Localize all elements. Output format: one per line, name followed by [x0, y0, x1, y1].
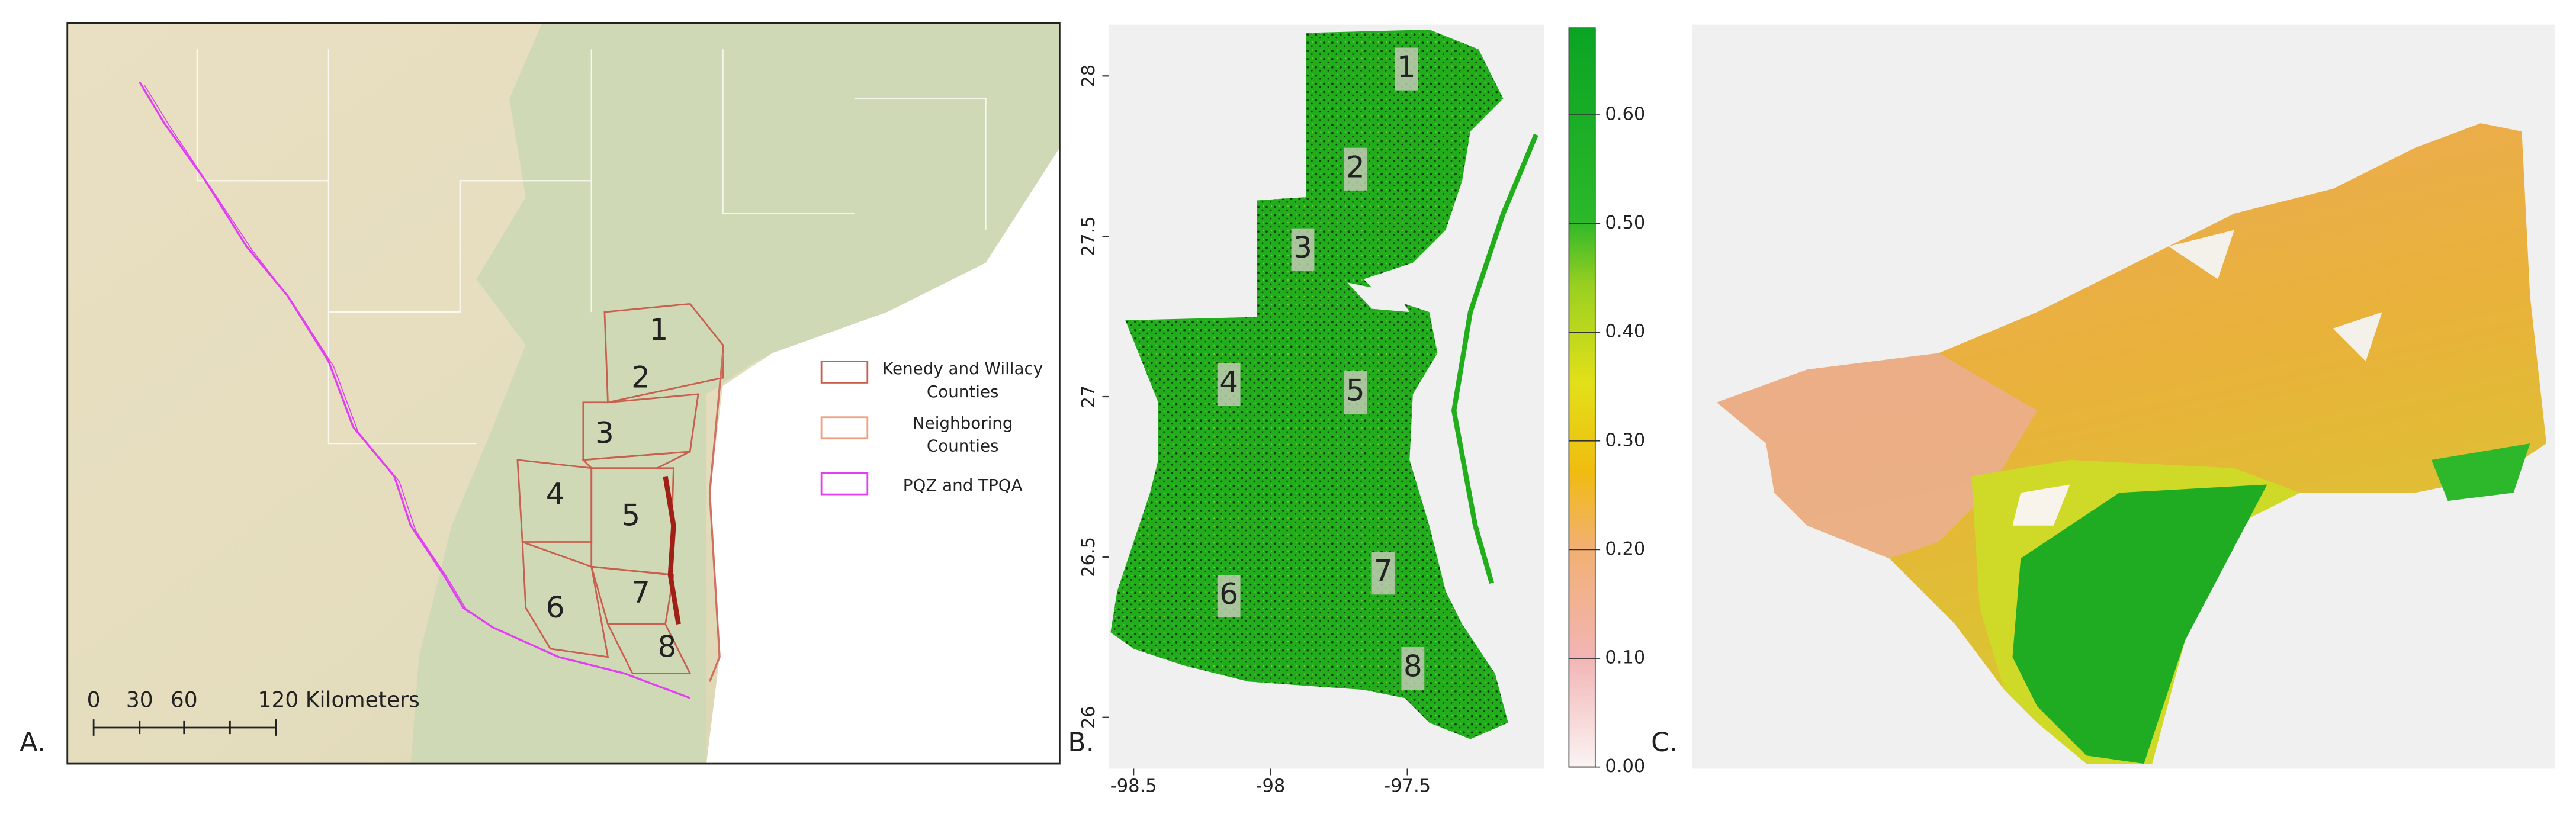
scale-label: 30	[126, 688, 153, 713]
region-label: 4	[1219, 365, 1238, 400]
legend-label: PQZ and TPQA	[903, 475, 1023, 495]
region-label: 8	[1403, 649, 1422, 684]
region-label: 3	[1293, 230, 1312, 265]
map-a-frame	[66, 22, 1061, 765]
region-label: 3	[595, 416, 614, 451]
y-tick-label: 26.5	[1078, 537, 1099, 577]
y-tick-label: 26	[1078, 706, 1099, 729]
map-b	[1109, 24, 1544, 769]
region-label: 5	[621, 498, 640, 532]
x-tick-label: -98	[1255, 776, 1285, 796]
region-label: 8	[657, 629, 676, 664]
y-tick-label: 28	[1078, 65, 1099, 88]
region-label: 2	[631, 360, 650, 394]
legend-label: Counties	[927, 436, 999, 456]
region-label: 6	[546, 590, 565, 625]
legend-label: Kenedy and Willacy	[882, 359, 1043, 378]
legend-label: Neighboring	[913, 413, 1013, 433]
region-label: 1	[650, 313, 669, 347]
map-a	[67, 22, 1060, 764]
region-label: 5	[1346, 374, 1365, 408]
scale-bar: 0 30 60 120 Kilometers	[87, 688, 420, 736]
colorbar-tick-label: 0.60	[1605, 104, 1645, 125]
colorbar-tick-label: 0.20	[1605, 539, 1645, 559]
colorbar	[1568, 27, 1596, 768]
colorbar-tick-label: 0.10	[1605, 648, 1645, 668]
x-tick-label: -98.5	[1110, 776, 1157, 796]
region-label: 2	[1346, 150, 1365, 184]
legend: Kenedy and Willacy Counties Neighboring …	[820, 359, 1043, 496]
y-tick-label: 27.5	[1078, 216, 1099, 256]
panel-label: B.	[1068, 728, 1094, 758]
colorbar-tick-label: 0.30	[1605, 430, 1645, 451]
legend-label: Counties	[927, 382, 999, 401]
colorbar-tick-label: 0.00	[1605, 756, 1645, 777]
x-tick-label: -97.5	[1384, 776, 1431, 796]
region-label: 7	[631, 575, 650, 610]
region-label-boxes	[1217, 47, 1425, 690]
region-label: 7	[1374, 554, 1393, 588]
scale-label: 0	[87, 688, 101, 713]
region-label: 4	[546, 477, 565, 511]
region-label: 1	[1397, 50, 1416, 84]
scale-label: 60	[171, 688, 198, 713]
panel-label: C.	[1651, 728, 1678, 758]
colorbar-tick-label: 0.40	[1605, 321, 1645, 342]
y-tick-label: 27	[1078, 385, 1099, 408]
panel-label: A.	[20, 728, 46, 758]
map-c	[1692, 24, 2555, 769]
colorbar-tick-label: 0.50	[1605, 213, 1645, 233]
scale-label: 120 Kilometers	[258, 688, 420, 713]
region-label: 6	[1219, 577, 1238, 612]
